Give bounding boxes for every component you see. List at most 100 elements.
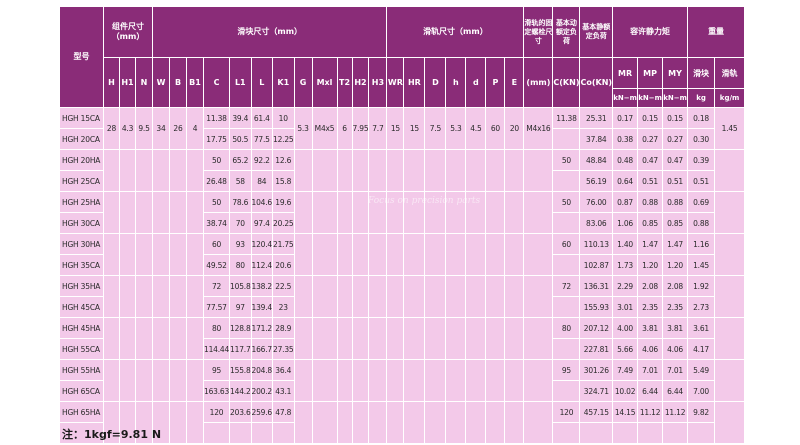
cell-d: [465, 149, 487, 192]
cell-C: 49.52: [202, 254, 231, 276]
col-c-kn: C(KN): [552, 57, 581, 108]
col-MR: MR: [612, 57, 639, 89]
cell-L: 204.8: [250, 359, 274, 381]
cell-MP: 0.88: [637, 191, 664, 213]
cell-Mxl: [311, 275, 338, 318]
cell-B: [169, 359, 187, 402]
cell-N: [135, 317, 153, 360]
unit-kg: kg: [687, 88, 716, 108]
cell-MR: 1.06: [612, 212, 639, 234]
cell-L: 138.2: [250, 275, 274, 297]
col-block-weight: 滑块: [687, 57, 716, 89]
cell-MP: 0.85: [637, 212, 664, 234]
cell-model: HGH 15CA: [59, 107, 104, 129]
cell-E: [504, 359, 525, 402]
cell-W: 34: [152, 107, 170, 150]
cell-H: [103, 275, 120, 318]
col-K1: K1: [272, 57, 295, 108]
cell-L: 97.4: [250, 212, 274, 234]
cell-E: [504, 317, 525, 360]
col-G: G: [293, 57, 313, 108]
cell-C0: 110.13: [579, 233, 614, 255]
cell-wb: 0.69: [687, 191, 716, 213]
cell-bolt: [523, 275, 554, 318]
cell-MR: 1.40: [612, 233, 639, 255]
cell-bolt: M4x16: [523, 107, 554, 150]
cell-model: HGH 35HA: [59, 275, 104, 297]
cell-K1: 28.9: [272, 317, 295, 339]
cell-D: [424, 149, 447, 192]
cell-G: [293, 191, 313, 234]
cell-MR: 1.73: [612, 254, 639, 276]
cell-T2: [336, 317, 353, 360]
cell-H2: [351, 317, 370, 360]
cell-MY: 0.51: [662, 170, 689, 192]
cell-Mxl: [311, 149, 338, 192]
cell-L: 120.4: [250, 233, 274, 255]
unit-kgm: kg/m: [714, 88, 746, 108]
cell-model: HGH 55HA: [59, 359, 104, 381]
cell-E: 20: [504, 107, 525, 150]
cell-MY: 11.12: [662, 401, 689, 423]
cell-H2: [351, 275, 370, 318]
cell-C0: 324.71: [579, 380, 614, 402]
unit-my: kN−m: [662, 88, 689, 108]
cell-model: HGH 20CA: [59, 128, 104, 150]
cell-Cr: [552, 212, 581, 234]
cell-C: 26.48: [202, 170, 231, 192]
cell-N: [135, 149, 153, 192]
cell-MY: 0.85: [662, 212, 689, 234]
cell-H1: [119, 275, 136, 318]
cell-MR: 0.64: [612, 170, 639, 192]
cell-H3: [368, 359, 388, 402]
cell-C: 17.75: [202, 128, 231, 150]
cell-K1: 47.8: [272, 401, 295, 423]
col-H2: H2: [351, 57, 370, 108]
cell-HR: [403, 359, 426, 402]
model-header: 型号: [59, 6, 104, 108]
cell-MR: 5.66: [612, 338, 639, 360]
cell-H2: [351, 149, 370, 192]
cell-L: 259.6: [250, 401, 274, 423]
cell-K1: 12.6: [272, 149, 295, 171]
cell-H1: [119, 317, 136, 360]
cell-WR: 15: [386, 107, 405, 150]
cell-C: 114.44: [202, 338, 231, 360]
cell-MR: 7.49: [612, 359, 639, 381]
cell-d: 4.5: [465, 107, 487, 150]
cell-bolt: [523, 317, 554, 360]
cell-MP: 1.47: [637, 233, 664, 255]
cell-K1: 43.1: [272, 380, 295, 402]
cell-H1: 4.3: [119, 107, 136, 150]
cell-MP: [637, 422, 664, 444]
cell-L1: 80: [229, 254, 252, 276]
cell-MR: 10.02: [612, 380, 639, 402]
cell-MR: 0.87: [612, 191, 639, 213]
cell-bolt: [523, 191, 554, 234]
cell-C: 38.74: [202, 212, 231, 234]
cell-Cr: [552, 422, 581, 444]
cell-MP: 0.47: [637, 149, 664, 171]
cell-MY: 2.08: [662, 275, 689, 297]
cell-MR: 3.01: [612, 296, 639, 318]
cell-P: [485, 191, 506, 234]
cell-W: [152, 275, 170, 318]
cell-C0: 301.26: [579, 359, 614, 381]
cell-N: [135, 275, 153, 318]
cell-H2: [351, 359, 370, 402]
cell-model: HGH 55CA: [59, 338, 104, 360]
col-P: P: [485, 57, 506, 108]
unit-mp: kN−m: [637, 88, 664, 108]
cell-Cr: [552, 128, 581, 150]
cell-Cr: [552, 296, 581, 318]
cell-K1: 20.25: [272, 212, 295, 234]
cell-B1: [186, 275, 204, 318]
cell-wr: [714, 233, 746, 276]
cell-T2: [336, 149, 353, 192]
cell-H: 28: [103, 107, 120, 150]
cell-wr: [714, 317, 746, 360]
cell-K1: 36.4: [272, 359, 295, 381]
cell-wb: 0.51: [687, 170, 716, 192]
cell-G: 5.3: [293, 107, 313, 150]
cell-wb: 2.73: [687, 296, 716, 318]
